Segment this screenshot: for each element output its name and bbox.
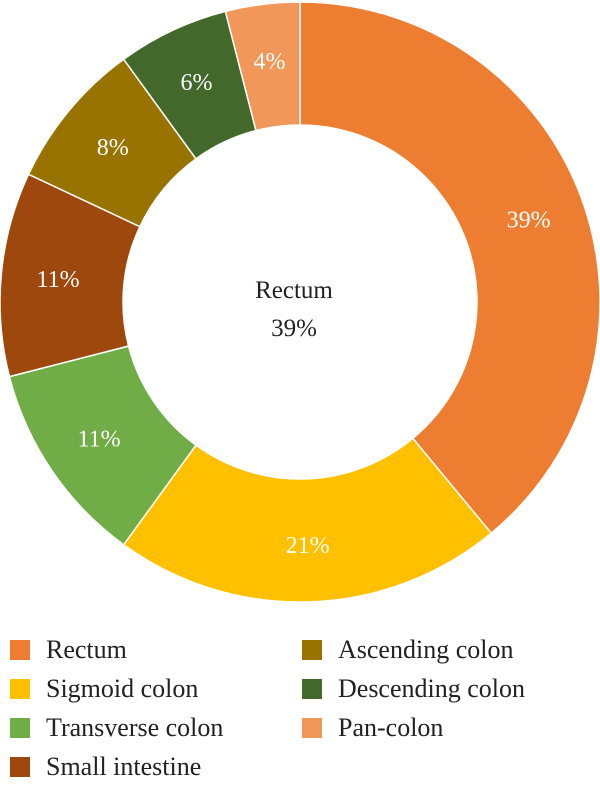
legend-swatch <box>302 679 322 699</box>
donut-chart-svg: 39% 21% 11% 11% 8% 6% 4% Rectum 39% <box>0 1 600 603</box>
slice-label-pan-colon: 4% <box>254 49 286 75</box>
slice-label-ascending-colon: 8% <box>97 135 129 161</box>
donut-chart: 39% 21% 11% 11% 8% 6% 4% Rectum 39% <box>0 1 600 603</box>
slice-sigmoid-colon <box>122 437 493 603</box>
center-label-name: Rectum <box>255 277 333 304</box>
slice-label-descending-colon: 6% <box>181 70 213 96</box>
legend-item-sigmoid-colon: Sigmoid colon <box>10 669 198 709</box>
legend-item-pan-colon: Pan-colon <box>302 708 443 748</box>
slice-label-sigmoid-colon: 21% <box>286 533 330 559</box>
legend-swatch <box>10 718 30 738</box>
slice-pan-colon <box>224 1 301 132</box>
legend-label: Transverse colon <box>46 713 224 742</box>
legend-label: Ascending colon <box>338 635 514 664</box>
legend-label: Rectum <box>46 635 127 664</box>
legend-swatch <box>302 718 322 738</box>
slice-rectum <box>299 1 600 535</box>
legend-item-descending-colon: Descending colon <box>302 669 525 709</box>
slice-label-transverse-colon: 11% <box>77 427 120 453</box>
legend-label: Pan-colon <box>338 713 444 742</box>
slice-labels-group: 39% 21% 11% 11% 8% 6% 4% <box>37 49 551 559</box>
legend-item-rectum: Rectum <box>10 630 127 670</box>
legend-item-transverse-colon: Transverse colon <box>10 708 223 748</box>
legend-swatch <box>10 757 30 777</box>
slices-group <box>0 1 600 603</box>
slice-label-small-intestine: 11% <box>37 267 80 293</box>
legend: Rectum Sigmoid colon Transverse colon Sm… <box>0 626 600 786</box>
legend-label: Descending colon <box>338 674 526 703</box>
legend-item-ascending-colon: Ascending colon <box>302 630 513 670</box>
legend-label: Small intestine <box>46 752 202 781</box>
slice-label-rectum: 39% <box>507 208 551 234</box>
legend-swatch <box>302 640 322 660</box>
legend-swatch <box>10 640 30 660</box>
legend-swatch <box>10 679 30 699</box>
legend-label: Sigmoid colon <box>46 674 199 703</box>
legend-item-small-intestine: Small intestine <box>10 747 201 787</box>
center-label-value: 39% <box>271 315 317 342</box>
